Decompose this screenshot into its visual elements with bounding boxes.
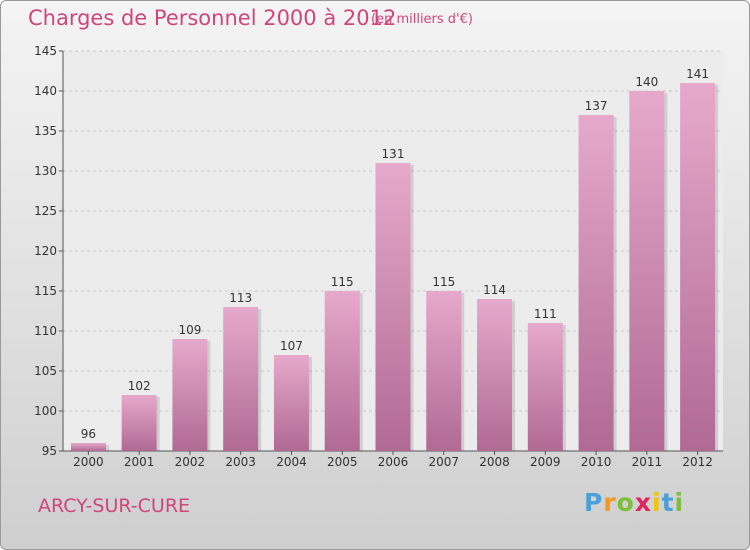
data-label: 137 [585, 99, 608, 113]
y-tick-label: 140 [34, 84, 57, 98]
y-tick-label: 135 [34, 124, 57, 138]
proxiti-logo: Proxiti [584, 488, 684, 517]
data-label: 113 [229, 291, 252, 305]
data-label: 131 [382, 147, 405, 161]
logo-letter: P [584, 488, 604, 517]
y-tick-label: 105 [34, 364, 57, 378]
x-tick-label: 2006 [378, 455, 409, 469]
x-tick-label: 2004 [276, 455, 307, 469]
data-label: 114 [483, 283, 506, 297]
x-tick-label: 2007 [428, 455, 459, 469]
x-tick-label: 2010 [581, 455, 612, 469]
logo-letter: o [616, 488, 635, 517]
data-label: 115 [331, 275, 354, 289]
x-tick-label: 2008 [479, 455, 510, 469]
bar [527, 323, 563, 451]
y-tick-label: 145 [34, 44, 57, 58]
y-tick-label: 120 [34, 244, 57, 258]
bar [121, 395, 157, 451]
x-tick-label: 2002 [175, 455, 206, 469]
data-label: 107 [280, 339, 303, 353]
logo-letter: r [603, 488, 617, 517]
bar [680, 83, 716, 451]
x-tick-label: 2001 [124, 455, 155, 469]
chart-title: Charges de Personnel 2000 à 2012 [28, 6, 397, 30]
y-tick-label: 110 [34, 324, 57, 338]
y-tick-label: 115 [34, 284, 57, 298]
bar [629, 91, 665, 451]
data-label: 140 [635, 75, 658, 89]
bar [70, 443, 106, 451]
y-tick-label: 100 [34, 404, 57, 418]
logo-letter: t [661, 488, 675, 517]
y-tick-label: 95 [42, 444, 57, 458]
x-tick-label: 2005 [327, 455, 358, 469]
bar [477, 299, 513, 451]
bar [273, 355, 309, 451]
logo-letter: x [634, 488, 652, 517]
bar [324, 291, 360, 451]
x-tick-label: 2000 [73, 455, 104, 469]
bar [578, 115, 614, 451]
data-label: 115 [432, 275, 455, 289]
city-name: ARCY-SUR-CURE [38, 495, 191, 517]
bar [375, 163, 411, 451]
bar [223, 307, 259, 451]
bar [426, 291, 462, 451]
y-tick-label: 125 [34, 204, 57, 218]
logo-letter: i [674, 488, 685, 517]
y-tick-label: 130 [34, 164, 57, 178]
x-tick-label: 2003 [225, 455, 256, 469]
data-label: 109 [178, 323, 201, 337]
x-tick-label: 2009 [530, 455, 561, 469]
data-label: 111 [534, 307, 557, 321]
chart-subtitle: (en milliers d'€) [371, 12, 473, 27]
data-label: 102 [128, 379, 151, 393]
x-tick-label: 2012 [682, 455, 713, 469]
x-tick-label: 2011 [632, 455, 663, 469]
data-label: 141 [686, 67, 709, 81]
data-label: 96 [81, 427, 96, 441]
bar [172, 339, 208, 451]
logo-letter: i [652, 488, 662, 517]
